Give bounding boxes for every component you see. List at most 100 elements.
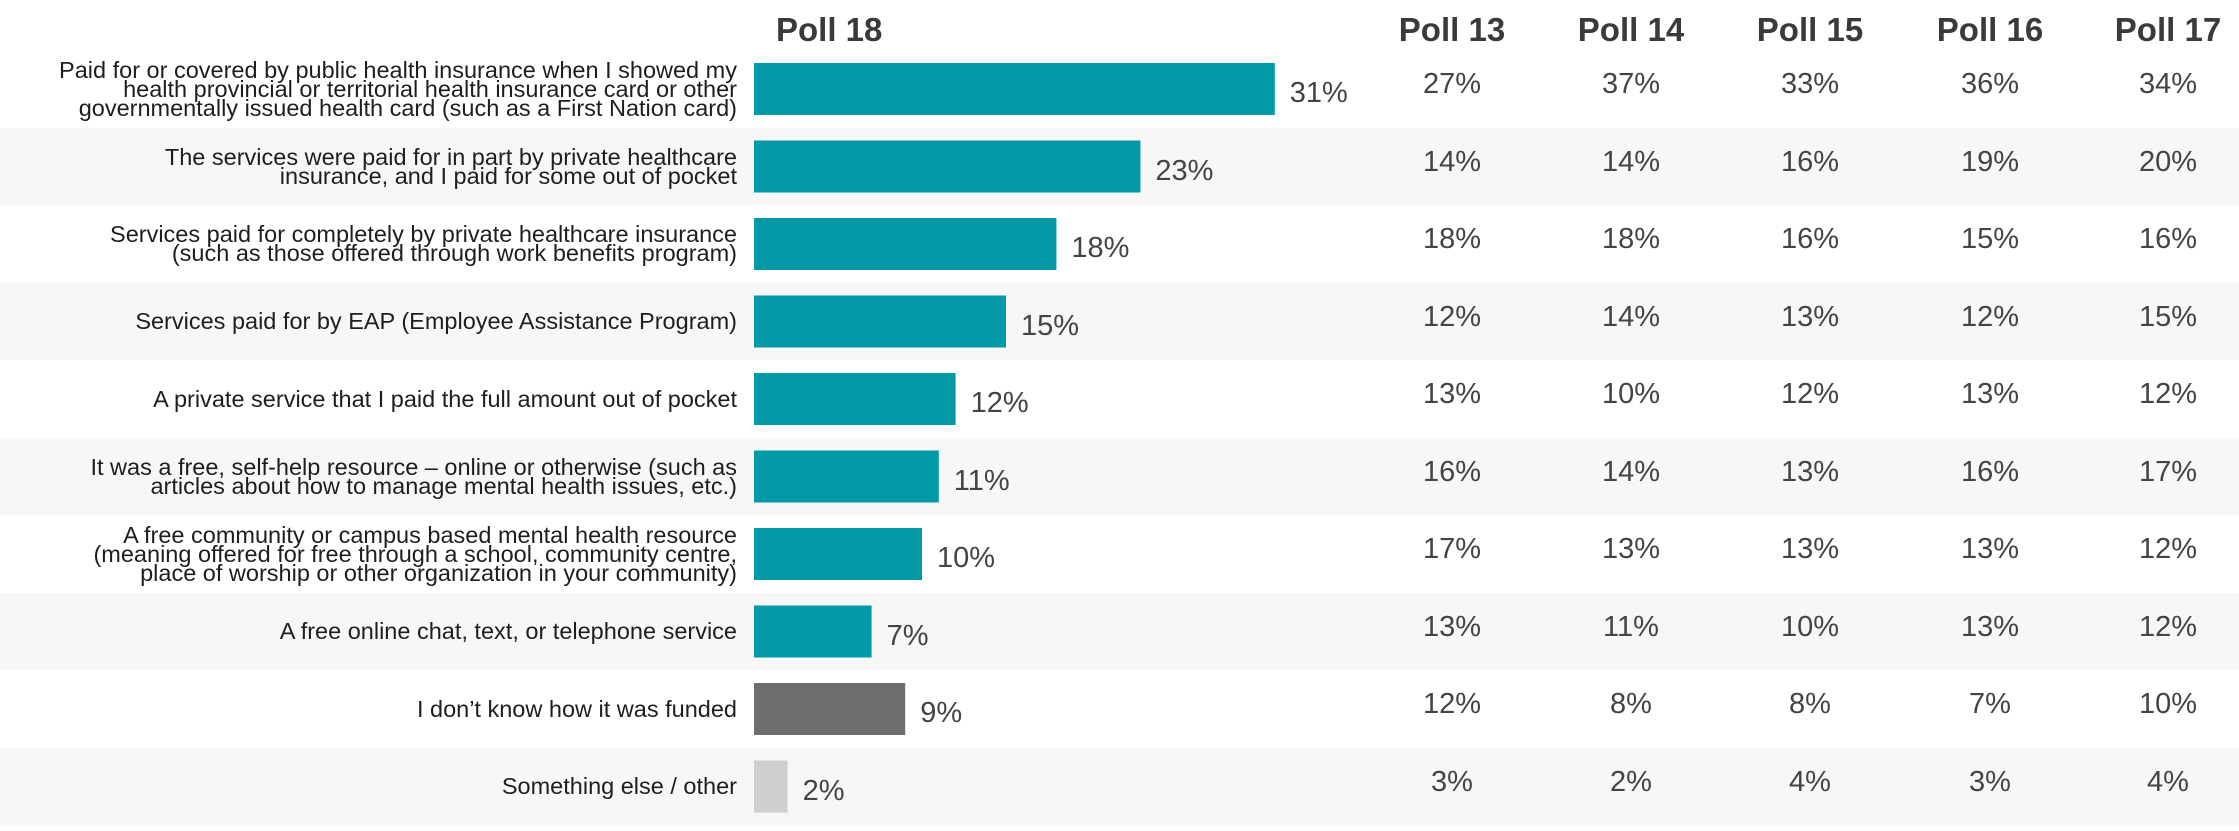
bar-value-label: 15% — [1021, 309, 1080, 342]
table-cell: 3% — [1431, 765, 1473, 798]
table-cell: 13% — [1780, 533, 1840, 565]
category-label-line: Paid for or covered by public health ins… — [59, 56, 737, 83]
table-cell: 14% — [1601, 300, 1661, 333]
category-label-line: I don’t know how it was funded — [416, 695, 737, 722]
category-label-line: (meaning offered for free through a scho… — [93, 540, 737, 567]
category-label-line: Services paid for completely by private … — [110, 221, 737, 247]
category-label-line: (such as those offered through work bene… — [171, 240, 737, 266]
table-cell: 11% — [1603, 610, 1659, 643]
table-cell: 12% — [2138, 378, 2198, 410]
table-cell: 10% — [2138, 688, 2198, 720]
bar-value-label: 10% — [937, 542, 996, 574]
row-band — [0, 747, 2239, 826]
table-cell: 12% — [1780, 378, 1840, 410]
table-cell: 15% — [2138, 300, 2198, 333]
bar-value-label: 31% — [1289, 77, 1348, 109]
table-cell: 13% — [1960, 610, 2020, 643]
poll-17-header: Poll 17 — [2114, 11, 2222, 48]
category-label: A private service that I paid the full a… — [0, 373, 737, 425]
bar-value-label: 23% — [1155, 154, 1214, 187]
table-cell: 17% — [2138, 455, 2198, 488]
table-cell: 16% — [1780, 223, 1840, 255]
table-cell: 12% — [1422, 300, 1482, 333]
table-cell: 16% — [1780, 145, 1840, 178]
table-cell: 27% — [1422, 68, 1482, 100]
bar — [754, 683, 906, 735]
category-label-line: A private service that I paid the full a… — [153, 385, 737, 412]
bar-value-label: 9% — [920, 697, 963, 729]
category-label-line: A free community or campus based mental … — [123, 521, 737, 548]
table-cell: 18% — [1601, 223, 1661, 255]
row-band — [0, 437, 2239, 516]
table-cell: 36% — [1960, 68, 2020, 100]
category-label: It was a free, self-help resource – onli… — [0, 451, 737, 503]
bar — [754, 373, 956, 425]
table-cell: 4% — [2147, 765, 2189, 798]
table-cell: 12% — [2138, 610, 2198, 643]
table-cell: 18% — [1422, 223, 1482, 255]
category-label: Paid for or covered by public health ins… — [0, 56, 737, 121]
poll-15-header: Poll 15 — [1756, 11, 1864, 48]
table-cell: 20% — [2138, 145, 2198, 178]
row-band — [0, 592, 2239, 671]
table-cell: 33% — [1780, 68, 1840, 100]
table-cell: 12% — [2138, 533, 2198, 565]
poll-18-header: Poll 18 — [776, 11, 883, 48]
table-cell: 7% — [1969, 688, 2011, 720]
category-label: The services were paid for in part by pr… — [0, 141, 737, 193]
table-cell: 13% — [1422, 610, 1482, 643]
row-band — [0, 282, 2239, 361]
poll-13-header: Poll 13 — [1398, 11, 1506, 48]
table-cell: 13% — [1780, 300, 1840, 333]
table-cell: 2% — [1610, 765, 1652, 798]
bar-value-label: 7% — [886, 619, 929, 652]
table-cell: 3% — [1969, 765, 2011, 798]
bar-value-label: 11% — [953, 464, 1010, 497]
table-cell: 10% — [1780, 610, 1840, 643]
table-cell: 17% — [1422, 533, 1482, 565]
category-label-line: insurance, and I paid for some out of po… — [279, 162, 737, 189]
table-cell: 8% — [1789, 688, 1831, 720]
category-label: A free online chat, text, or telephone s… — [0, 606, 737, 658]
bar — [754, 218, 1057, 270]
table-cell: 14% — [1601, 145, 1661, 178]
bar-value-label: 2% — [802, 774, 845, 807]
table-cell: 13% — [1960, 378, 2020, 410]
bar — [754, 528, 922, 580]
category-label-line: Something else / other — [501, 773, 737, 799]
poll-14-header: Poll 14 — [1577, 11, 1685, 48]
table-cell: 19% — [1960, 145, 2020, 178]
table-cell: 16% — [1422, 455, 1482, 488]
category-label: I don’t know how it was funded — [0, 683, 737, 735]
category-label-line: place of worship or other organization i… — [140, 559, 737, 586]
table-cell: 4% — [1789, 765, 1831, 798]
table-cell: 13% — [1780, 455, 1840, 488]
category-label-line: governmentally issued health card (such … — [78, 94, 737, 121]
category-label: Services paid for by EAP (Employee Assis… — [0, 296, 737, 348]
category-label-line: Services paid for by EAP (Employee Assis… — [135, 308, 737, 334]
category-label-line: It was a free, self-help resource – onli… — [90, 453, 737, 480]
table-cell: 16% — [2138, 223, 2198, 255]
table-cell: 16% — [1960, 455, 2020, 488]
table-cell: 13% — [1601, 533, 1661, 565]
table-cell: 10% — [1601, 378, 1661, 410]
bar — [754, 63, 1275, 115]
poll-16-header: Poll 16 — [1936, 11, 2044, 48]
table-cell: 13% — [1422, 378, 1482, 410]
category-label-line: The services were paid for in part by pr… — [164, 143, 737, 170]
table-cell: 14% — [1422, 145, 1482, 178]
category-label-line: articles about how to manage mental heal… — [150, 472, 737, 499]
table-cell: 13% — [1960, 533, 2020, 565]
table-cell: 15% — [1960, 223, 2020, 255]
table-cell: 12% — [1960, 300, 2020, 333]
table-cell: 37% — [1601, 68, 1661, 100]
category-label: Services paid for completely by private … — [0, 218, 737, 270]
category-label-line: health provincial or territorial health … — [123, 75, 737, 102]
category-label: Something else / other — [0, 761, 737, 813]
table-cell: 14% — [1601, 455, 1661, 488]
category-label-line: A free online chat, text, or telephone s… — [279, 618, 737, 644]
category-label: A free community or campus based mental … — [0, 521, 737, 586]
table-cell: 12% — [1422, 688, 1482, 720]
table-cell: 34% — [2138, 68, 2198, 100]
